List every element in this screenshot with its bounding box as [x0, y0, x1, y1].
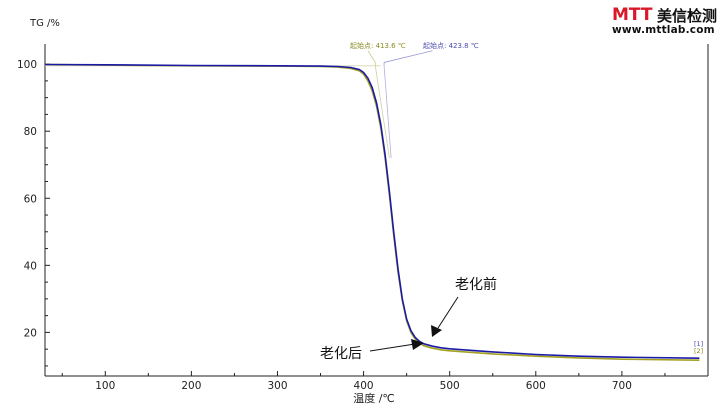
arrow-head-before: [431, 325, 442, 337]
x-tick-label: 300: [267, 380, 287, 392]
x-axis-label: 温度 /℃: [353, 391, 395, 405]
onset-before-tangent: [383, 65, 392, 159]
end-marker-after: [2]: [694, 347, 703, 355]
axis-ticks: [45, 63, 666, 376]
onset-before-leader: [383, 50, 433, 63]
y-tick-label: 60: [24, 193, 37, 205]
x-tick-label: 400: [354, 380, 374, 392]
logo-company-name: 美信检测: [657, 7, 718, 25]
x-tick-label: 500: [440, 380, 460, 392]
y-tick-label: 20: [24, 327, 37, 339]
y-axis-label: TG /%: [29, 18, 60, 29]
onset-lines: [45, 50, 433, 159]
onset-after-leader: [367, 50, 376, 63]
annotation-after: 老化后: [320, 346, 362, 362]
x-tick-label: 200: [181, 380, 201, 392]
arrow-line-before: [437, 296, 459, 329]
tick-labels: 100 200 300 400 500 600 700 20 40 60 80 100: [17, 59, 632, 392]
annotation-before: 老化前: [455, 276, 497, 293]
y-tick-label: 100: [17, 59, 37, 71]
arrow-head-after: [411, 339, 424, 350]
end-marker-before: [1]: [694, 340, 703, 348]
y-tick-label: 40: [24, 260, 37, 272]
x-tick-label: 600: [526, 380, 546, 392]
logo-mark: MTT: [612, 5, 653, 25]
logo-url: www.mttlab.com: [612, 24, 715, 36]
x-tick-label: 700: [612, 380, 632, 392]
onset-label-after: 起始点: 413.6 ℃: [350, 41, 406, 50]
arrow-line-after: [369, 343, 416, 352]
onset-label-before: 起始点: 423.8 ℃: [423, 41, 479, 50]
series-line-after: [44, 63, 700, 361]
series-line-before: [44, 63, 700, 359]
mtt-logo: MTT 美信检测 www.mttlab.com: [612, 4, 718, 38]
plot-frame: [44, 44, 709, 377]
y-tick-label: 80: [24, 126, 37, 138]
series-lines: [44, 63, 700, 361]
onset-after-tangent: [374, 65, 390, 159]
x-tick-label: 100: [95, 380, 115, 392]
